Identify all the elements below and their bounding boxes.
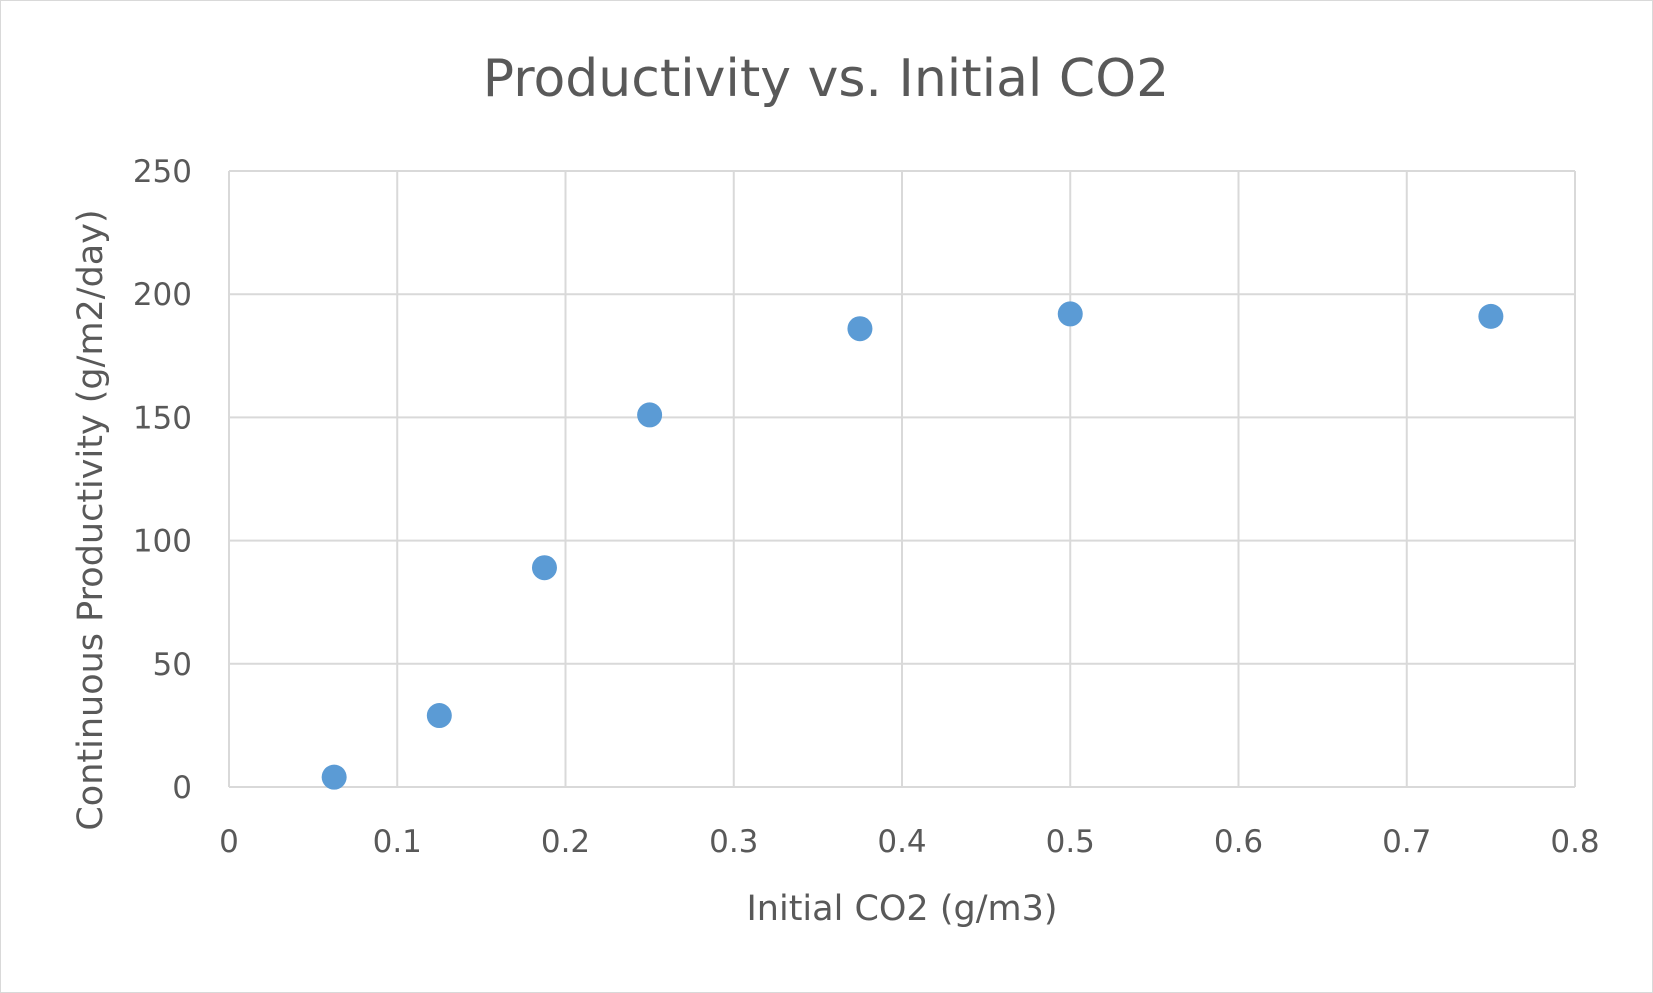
x-tick-label: 0.1 (373, 824, 422, 860)
x-tick-label: 0 (219, 824, 239, 860)
x-tick-label: 0.7 (1382, 824, 1431, 860)
gridlines (228, 170, 1576, 788)
y-tick-label: 250 (133, 154, 192, 190)
data-point (531, 555, 557, 581)
data-point (847, 316, 873, 342)
y-tick-label: 150 (133, 400, 192, 436)
y-tick-label: 0 (172, 770, 192, 806)
x-tick-label: 0.8 (1550, 824, 1599, 860)
data-point (1057, 301, 1083, 327)
x-tick-label: 0.5 (1046, 824, 1095, 860)
chart-title: Productivity vs. Initial CO2 (483, 49, 1169, 109)
data-point (1478, 303, 1504, 329)
y-tick-label: 100 (133, 524, 192, 560)
data-point (637, 402, 663, 428)
data-point (426, 703, 452, 729)
x-tick-label: 0.3 (709, 824, 758, 860)
x-tick-label: 0.2 (541, 824, 590, 860)
x-axis-ticks: 0 0.1 0.2 0.3 0.4 0.5 0.6 0.7 0.8 (219, 824, 1600, 860)
data-point (321, 764, 347, 790)
x-tick-label: 0.6 (1214, 824, 1263, 860)
x-axis-label: Initial CO2 (g/m3) (746, 889, 1057, 929)
data-points (321, 301, 1504, 790)
y-axis-ticks: 0 50 100 150 200 250 (133, 154, 192, 806)
y-axis-label: Continuous Productivity (g/m2/day) (71, 209, 111, 830)
y-tick-label: 50 (153, 647, 192, 683)
x-tick-label: 0.4 (877, 824, 926, 860)
y-tick-label: 200 (133, 277, 192, 313)
